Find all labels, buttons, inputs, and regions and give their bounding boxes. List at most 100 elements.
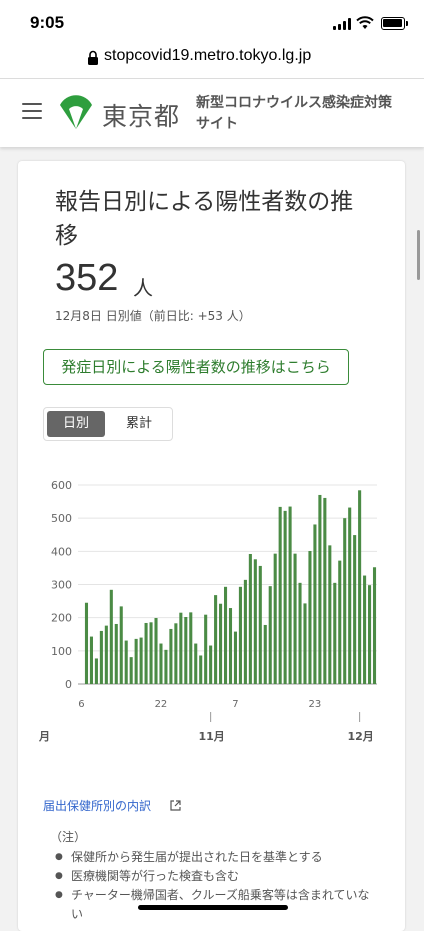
bar[interactable] — [109, 589, 113, 684]
bar[interactable] — [283, 510, 287, 684]
bar[interactable] — [363, 575, 367, 684]
bar[interactable] — [169, 628, 173, 684]
status-bar: 9:05 — [0, 0, 424, 44]
bar[interactable] — [288, 506, 292, 684]
bar[interactable] — [372, 567, 377, 684]
daily-unit: 人 — [133, 276, 153, 300]
bar[interactable] — [149, 622, 153, 684]
bar[interactable] — [214, 595, 218, 684]
bar[interactable] — [238, 586, 242, 684]
toggle-cumulative[interactable]: 累計 — [125, 416, 152, 431]
bar[interactable] — [84, 602, 89, 684]
scrollbar[interactable] — [417, 230, 420, 280]
status-time: 9:05 — [30, 13, 65, 32]
bar[interactable] — [338, 560, 342, 684]
bar[interactable] — [343, 518, 347, 684]
bar[interactable] — [278, 506, 282, 684]
bar[interactable] — [368, 585, 372, 684]
bar[interactable] — [154, 617, 158, 684]
bar[interactable] — [144, 622, 148, 684]
x-tick-label: 7 — [232, 699, 238, 710]
bar[interactable] — [353, 535, 357, 684]
bar[interactable] — [94, 658, 98, 684]
bar[interactable] — [199, 655, 203, 684]
cellular-signal-icon — [333, 18, 351, 30]
toggle-daily[interactable]: 日別 — [47, 411, 105, 437]
y-tick-label: 500 — [51, 512, 72, 525]
bar[interactable] — [348, 507, 352, 684]
bar[interactable] — [223, 586, 228, 684]
note-item: 保健所から発生届が提出された日を基準とする — [55, 848, 381, 867]
bar[interactable] — [358, 490, 362, 684]
bar[interactable] — [323, 497, 327, 684]
bar[interactable] — [298, 582, 302, 684]
bar[interactable] — [253, 559, 257, 684]
bar[interactable] — [184, 617, 188, 684]
month-label: 月 — [38, 730, 50, 743]
bar-chart: 0 100 200 300 400 500 600 6 22 7 23 月 11月 12月 — [38, 479, 377, 743]
bar[interactable] — [303, 603, 307, 684]
browser-address-bar[interactable]: stopcovid19.metro.tokyo.lg.jp — [0, 44, 424, 79]
menu-icon[interactable] — [22, 103, 42, 119]
tokyo-ginkgo-logo-icon[interactable] — [58, 95, 94, 133]
bar[interactable] — [139, 637, 143, 684]
bar[interactable] — [159, 643, 163, 684]
note-item: 医療機関等が行った検査も含む — [55, 867, 381, 886]
daily-value: 352 — [55, 257, 119, 299]
bar[interactable] — [248, 553, 252, 684]
bar[interactable] — [258, 565, 262, 684]
y-tick-label: 0 — [65, 678, 72, 691]
bar[interactable] — [114, 623, 118, 684]
bar[interactable] — [318, 494, 322, 684]
bar[interactable] — [174, 623, 178, 684]
y-tick-label: 200 — [51, 612, 72, 625]
bar[interactable] — [293, 553, 297, 684]
bar[interactable] — [89, 636, 93, 684]
bar[interactable] — [124, 640, 128, 684]
bar[interactable] — [129, 657, 133, 684]
bar[interactable] — [179, 612, 183, 684]
daily-cumulative-toggle: 日別 累計 — [43, 407, 173, 441]
positive-cases-card: 報告日別による陽性者数の推移 352 人 12月8日 日別値（前日比: +53 … — [18, 161, 405, 931]
bar[interactable] — [243, 579, 247, 684]
bar[interactable] — [164, 649, 168, 684]
month-label: 12月 — [347, 730, 373, 743]
bar[interactable] — [333, 582, 337, 684]
bar[interactable] — [209, 645, 213, 684]
bar[interactable] — [194, 643, 198, 684]
url-text[interactable]: stopcovid19.metro.tokyo.lg.jp — [104, 47, 312, 64]
bar[interactable] — [263, 624, 267, 684]
x-tick-label: 23 — [309, 699, 322, 710]
home-indicator[interactable] — [138, 905, 288, 910]
bar[interactable] — [204, 614, 208, 684]
bar[interactable] — [99, 630, 103, 684]
site-title[interactable]: 新型コロナウイルス感染症対策サイト — [196, 95, 392, 132]
bar[interactable] — [313, 524, 317, 684]
onset-date-link-button[interactable]: 発症日別による陽性者数の推移はこちら — [43, 349, 349, 385]
y-tick-label: 300 — [51, 579, 72, 592]
wifi-icon — [356, 16, 374, 29]
card-title: 報告日別による陽性者数の推移 — [55, 189, 354, 249]
y-tick-label: 600 — [51, 479, 72, 492]
bar[interactable] — [134, 638, 138, 684]
bar[interactable] — [104, 625, 108, 684]
bar[interactable] — [308, 551, 312, 684]
lock-icon — [88, 50, 98, 65]
month-label: 11月 — [198, 730, 224, 743]
y-tick-label: 400 — [51, 545, 72, 558]
logo-text[interactable]: 東京都 — [102, 102, 181, 131]
y-tick-label: 100 — [51, 645, 72, 658]
bar[interactable] — [189, 612, 193, 684]
bar[interactable] — [328, 545, 332, 684]
bar[interactable] — [273, 553, 277, 684]
external-link-icon[interactable] — [170, 800, 181, 811]
breakdown-link[interactable]: 届出保健所別の内訳 — [43, 799, 152, 813]
bar[interactable] — [268, 586, 272, 684]
bar[interactable] — [233, 631, 238, 684]
notes-list: 保健所から発生届が提出された日を基準とする 医療機関等が行った検査も含む チャー… — [55, 848, 381, 924]
bar[interactable] — [219, 603, 223, 684]
note-item: チャーター機帰国者、クルーズ船乗客等は含まれていない — [55, 886, 381, 924]
battery-icon — [381, 17, 408, 30]
bar[interactable] — [228, 608, 233, 684]
bar[interactable] — [119, 606, 123, 684]
